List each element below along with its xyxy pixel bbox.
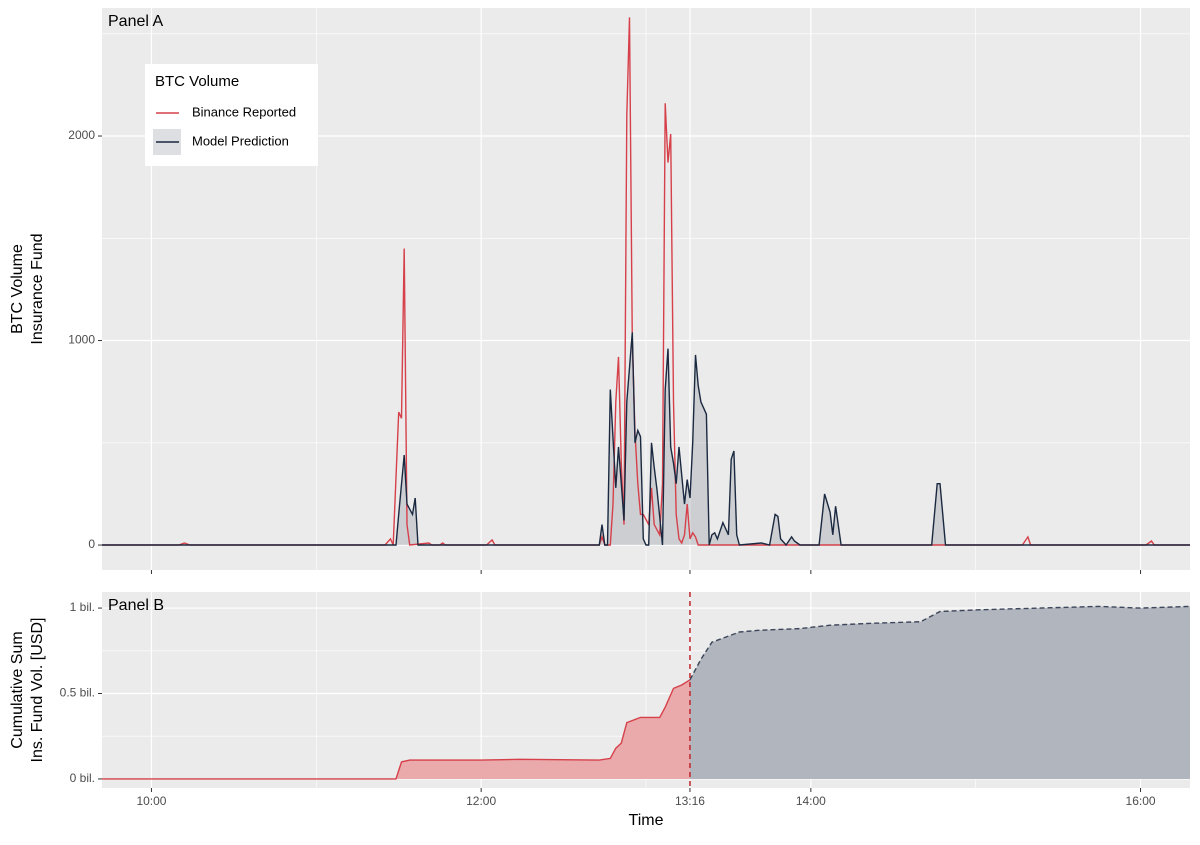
y-axis-title: Ins. Fund Vol. [USD] [29, 618, 46, 763]
line [102, 332, 1190, 547]
area [102, 679, 690, 779]
legend-label: Model Prediction [192, 133, 289, 148]
area [690, 606, 1190, 779]
y-axis-title: Cumulative Sum [9, 631, 26, 748]
x-tick-label: 13:16 [675, 794, 705, 808]
y-tick-label: 0 bil. [70, 771, 95, 785]
legend-title: BTC Volume [155, 73, 239, 90]
panel-label: Panel B [108, 597, 164, 614]
panel-label: Panel A [108, 13, 163, 30]
x-tick-label: 10:00 [136, 794, 166, 808]
y-tick-label: 0.5 bil. [60, 686, 95, 700]
x-axis-title: Time [629, 812, 664, 829]
y-axis-title: BTC Volume [9, 244, 26, 334]
legend: BTC Volume Binance Reported Model Predicti… [145, 64, 318, 166]
line [102, 17, 1190, 546]
x-tick-label: 14:00 [796, 794, 826, 808]
y-tick-label: 1000 [68, 333, 95, 347]
y-axis-title: Insurance Fund [29, 233, 46, 344]
y-tick-label: 0 [88, 537, 95, 551]
x-tick-label: 16:00 [1126, 794, 1156, 808]
x-tick-label: 12:00 [466, 794, 496, 808]
line [102, 679, 691, 780]
y-tick-label: 2000 [68, 128, 95, 142]
legend-label: Binance Reported [192, 104, 296, 119]
y-tick-label: 1 bil. [70, 600, 95, 614]
line [689, 605, 1191, 681]
